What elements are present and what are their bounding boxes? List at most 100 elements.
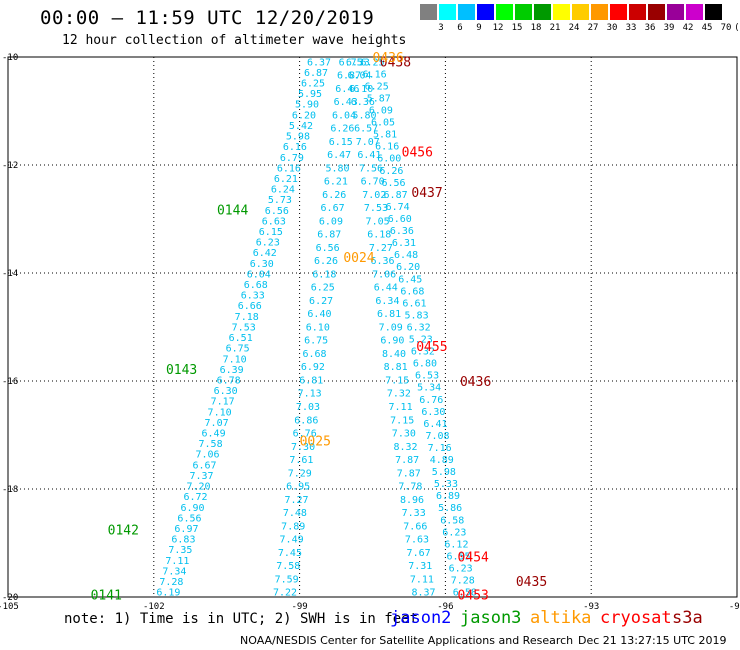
wave-height-value: 5.33 bbox=[434, 479, 458, 490]
wave-height-value: 7.10 bbox=[223, 354, 247, 365]
wave-height-value: 6.10 bbox=[306, 322, 330, 333]
color-scale-swatch bbox=[534, 4, 551, 20]
wave-height-value: 6.67 bbox=[192, 460, 216, 471]
pass-time-label: 0144 bbox=[217, 203, 248, 218]
color-scale-swatch bbox=[515, 4, 532, 20]
wave-height-value: 7.20 bbox=[186, 482, 210, 493]
wave-height-value: 6.26 bbox=[379, 166, 403, 177]
wave-height-value: 7.13 bbox=[298, 389, 322, 400]
x-tick-label: -93 bbox=[583, 602, 599, 612]
wave-height-value: 6.87 bbox=[337, 71, 361, 82]
wave-height-value: 5.90 bbox=[295, 100, 319, 111]
wave-height-value: 6.00 bbox=[377, 154, 401, 165]
wave-height-value: 8.81 bbox=[384, 362, 408, 373]
wave-height-value: 7.28 bbox=[159, 577, 183, 588]
color-scale-label: 3 bbox=[438, 23, 444, 33]
wave-height-value: 6.32 bbox=[407, 322, 431, 333]
wave-height-value: 6.19 bbox=[156, 588, 180, 599]
wave-height-value: 6.74 bbox=[386, 202, 410, 213]
wave-height-value: 6.87 bbox=[384, 190, 408, 201]
wave-height-value: 6.15 bbox=[259, 227, 283, 238]
wave-height-value: 7.48 bbox=[283, 508, 307, 519]
wave-height-value: 6.51 bbox=[229, 333, 253, 344]
wave-height-value: 5.98 bbox=[286, 132, 310, 143]
wave-height-value: 6.20 bbox=[292, 110, 316, 121]
wave-height-value: 6.25 bbox=[301, 79, 325, 90]
wave-height-value: 7.05 bbox=[366, 216, 390, 227]
wave-height-value: 6.75 bbox=[226, 344, 250, 355]
wave-height-value: 6.86 bbox=[294, 415, 318, 426]
x-tick-label: -102 bbox=[143, 602, 165, 612]
pass-time-label: 0143 bbox=[166, 363, 197, 378]
wave-height-value: 5.23 bbox=[409, 335, 433, 346]
color-scale-label: 18 bbox=[530, 23, 542, 33]
pass-time-label: 0436 bbox=[373, 51, 404, 66]
wave-height-value: 7.28 bbox=[451, 576, 475, 587]
color-scale-label: 27 bbox=[587, 23, 599, 33]
pass-time-label: 0454 bbox=[458, 551, 489, 566]
y-tick-label: -18 bbox=[2, 485, 18, 495]
pass-time-label: 0455 bbox=[416, 340, 447, 355]
wave-height-value: 6.23 bbox=[256, 238, 280, 249]
wave-height-value: 6.26 bbox=[322, 190, 346, 201]
wave-height-value: 6.33 bbox=[346, 57, 370, 68]
wave-height-value: 7.89 bbox=[281, 521, 305, 532]
color-scale-label: 24 bbox=[568, 23, 580, 33]
color-scale-swatch bbox=[477, 4, 494, 20]
color-scale-label: 21 bbox=[549, 23, 561, 33]
wave-height-value: 6.10 bbox=[349, 84, 373, 95]
wave-height-value: 6.56 bbox=[177, 513, 201, 524]
wave-height-value: 7.49 bbox=[280, 535, 304, 546]
wave-height-value: 6.23 bbox=[449, 563, 473, 574]
wave-height-value: 6.58 bbox=[453, 588, 477, 599]
wave-height-value: 7.30 bbox=[392, 429, 416, 440]
wave-height-value: 7.66 bbox=[403, 521, 427, 532]
wave-height-value: 6.58 bbox=[440, 515, 464, 526]
wave-height-value: 7.18 bbox=[235, 312, 259, 323]
wave-height-value: 8.40 bbox=[382, 349, 406, 360]
wave-height-value: 6.21 bbox=[324, 177, 348, 188]
wave-height-value: 7.02 bbox=[362, 190, 386, 201]
wave-height-value: 6.36 bbox=[351, 97, 375, 108]
wave-height-value: 6.15 bbox=[329, 137, 353, 148]
wave-height-value: 6.26 bbox=[314, 256, 338, 267]
wave-height-value: 7.53 bbox=[232, 322, 256, 333]
legend-s3a: s3a bbox=[672, 608, 703, 628]
wave-height-value: 6.12 bbox=[444, 539, 468, 550]
wave-height-value: 6.43 bbox=[334, 97, 358, 108]
wave-height-value: 7.03 bbox=[296, 402, 320, 413]
wave-height-value: 6.45 bbox=[398, 274, 422, 285]
wave-height-value: 6.70 bbox=[361, 177, 385, 188]
wave-height-value: 6.89 bbox=[436, 491, 460, 502]
wave-height-value: 5.98 bbox=[432, 467, 456, 478]
wave-height-value: 6.68 bbox=[302, 349, 326, 360]
wave-height-value: 7.27 bbox=[369, 243, 393, 254]
x-tick-label: -90 bbox=[729, 602, 740, 612]
wave-height-value: 6.46 bbox=[335, 84, 359, 95]
wave-height-value: 7.11 bbox=[389, 402, 413, 413]
wave-height-value: 7.06 bbox=[196, 450, 220, 461]
wave-height-value: 6.83 bbox=[171, 535, 195, 546]
wave-height-value: 5.73 bbox=[268, 195, 292, 206]
wave-height-value: 6.41 bbox=[423, 419, 447, 430]
wave-height-value: 6.37 bbox=[307, 57, 331, 68]
pass-time-label: 0437 bbox=[411, 186, 442, 201]
wave-height-value: 6.04 bbox=[332, 110, 356, 121]
wave-height-value: 7.33 bbox=[402, 508, 426, 519]
wave-height-value: 7.15 bbox=[390, 415, 414, 426]
wave-height-value: 7.59 bbox=[275, 574, 299, 585]
wave-height-value: 6.48 bbox=[394, 250, 418, 261]
wave-height-value: 6.32 bbox=[411, 347, 435, 358]
color-scale-label: 45 bbox=[701, 23, 713, 33]
wave-height-value: 6.87 bbox=[304, 68, 328, 79]
wave-height-value: 6.41 bbox=[357, 150, 381, 161]
wave-height-value: 6.97 bbox=[174, 524, 198, 535]
wave-height-value: 6.40 bbox=[307, 309, 331, 320]
pass-time-label: 0436 bbox=[460, 375, 491, 390]
color-scale-label: 70 bbox=[720, 23, 732, 33]
generated-timestamp: Dec 21 13:27:15 UTC 2019 bbox=[578, 634, 727, 647]
wave-height-value: 7.56 bbox=[359, 163, 383, 174]
color-scale-label: (ft) bbox=[734, 23, 740, 33]
color-scale-label: 15 bbox=[511, 23, 523, 33]
wave-height-value: 6.75 bbox=[304, 336, 328, 347]
